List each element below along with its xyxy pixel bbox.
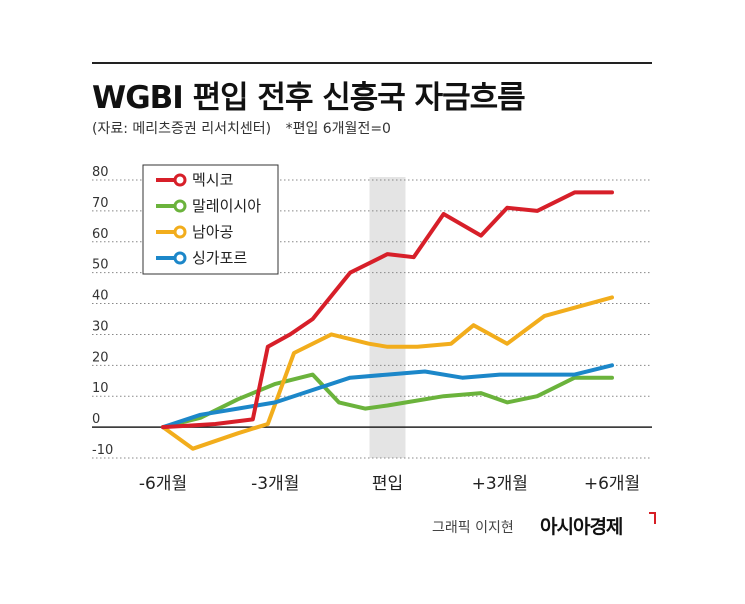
y-tick-label: -10	[92, 443, 113, 458]
brand-logo: 아시아경제	[540, 516, 623, 538]
legend-marker	[173, 251, 187, 265]
y-tick-label: 70	[92, 196, 109, 211]
legend-marker	[173, 199, 187, 213]
legend-label: 멕시코	[192, 171, 233, 189]
y-tick-label: 30	[92, 319, 109, 334]
legend-label: 남아공	[192, 223, 233, 241]
series-line-2	[161, 295, 614, 451]
series-line-0	[161, 190, 614, 430]
source-note: (자료: 메리츠증권 리서치센터)	[92, 121, 272, 137]
y-tick-label: 10	[92, 381, 109, 396]
baseline-note: *편입 6개월전=0	[285, 121, 391, 137]
chart-title: WGBI 편입 전후 신흥국 자금흐름	[92, 80, 526, 116]
y-tick-label: 40	[92, 289, 109, 304]
graphic-credit: 그래픽 이지현	[432, 520, 514, 536]
x-tick-label: 편입	[372, 474, 403, 494]
legend-box	[142, 164, 279, 275]
inclusion-band	[369, 177, 406, 458]
brand-mark-icon	[649, 512, 656, 524]
series-line-1	[161, 372, 614, 430]
legend-label: 말레이시아	[192, 197, 261, 215]
title-rule	[92, 62, 652, 64]
legend-label: 싱가포르	[192, 249, 247, 267]
y-tick-label: 50	[92, 258, 109, 273]
chart-subtitle: (자료: 메리츠증권 리서치센터) *편입 6개월전=0	[92, 118, 391, 138]
y-tick-label: 0	[92, 412, 100, 427]
legend-marker	[173, 173, 187, 187]
x-tick-label: -6개월	[139, 474, 187, 494]
y-tick-label: 20	[92, 350, 109, 365]
y-tick-label: 60	[92, 227, 109, 242]
x-tick-label: +6개월	[584, 474, 640, 494]
y-tick-label: 80	[92, 165, 109, 180]
series-line-3	[161, 363, 614, 430]
legend-marker	[173, 225, 187, 239]
x-tick-label: -3개월	[251, 474, 299, 494]
x-tick-label: +3개월	[472, 474, 528, 494]
